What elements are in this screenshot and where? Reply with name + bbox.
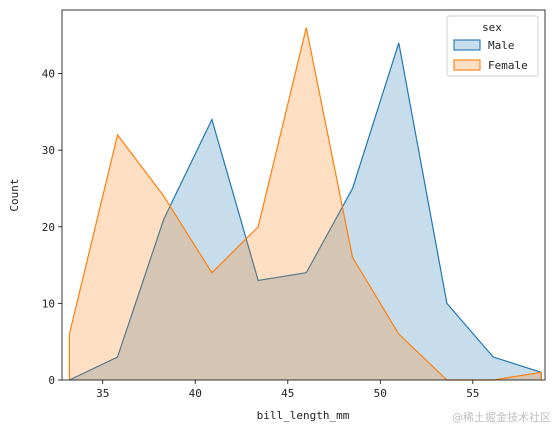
legend: sex Male Female: [446, 15, 539, 77]
plot-frame: [61, 9, 546, 381]
legend-swatch-male: [453, 39, 481, 51]
area-male: [69, 42, 542, 380]
x-tick-label: 50: [374, 387, 387, 400]
x-axis: 35 40 45 50 55: [96, 380, 479, 400]
legend-box: [446, 15, 539, 77]
y-tick-label: 10: [42, 297, 55, 310]
watermark: @稀土掘金技术社区: [452, 411, 551, 424]
x-tick-label: 45: [281, 387, 294, 400]
y-tick-label: 0: [48, 374, 55, 387]
y-axis-label: Count: [8, 178, 21, 211]
x-axis-label: bill_length_mm: [257, 409, 350, 422]
legend-title: sex: [482, 21, 502, 34]
x-tick-label: 35: [96, 387, 109, 400]
x-tick-label: 40: [189, 387, 202, 400]
y-tick-label: 30: [42, 144, 55, 157]
area-female: [69, 27, 542, 381]
y-tick-label: 20: [42, 221, 55, 234]
y-tick-label: 40: [42, 68, 55, 81]
y-axis: 0 10 20 30 40: [42, 68, 62, 387]
x-tick-label: 55: [466, 387, 479, 400]
legend-label-male: Male: [488, 39, 515, 52]
legend-label-female: Female: [488, 59, 528, 72]
legend-swatch-female: [453, 59, 481, 71]
